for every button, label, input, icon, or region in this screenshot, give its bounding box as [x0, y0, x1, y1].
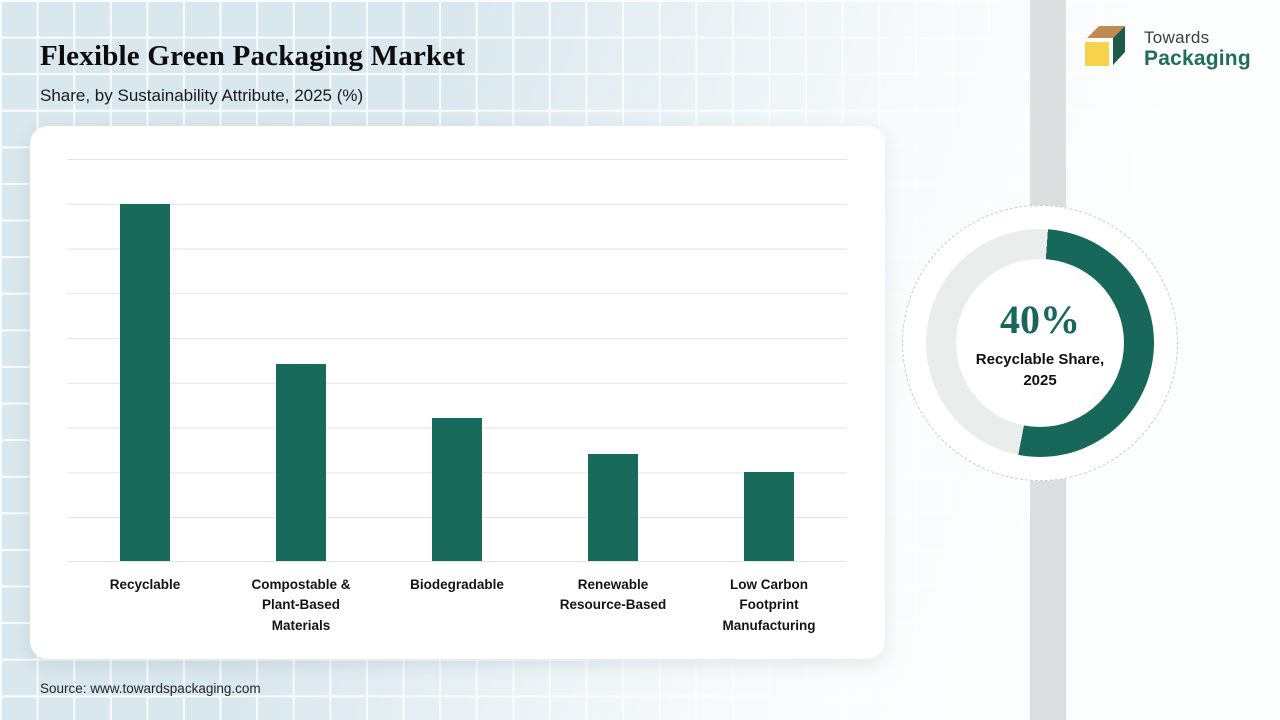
bar-label: Compostable & Plant-Based Materials [251, 577, 351, 633]
bar-label-column: Biodegradable [379, 575, 535, 636]
bar-label-column: Low Carbon Footprint Manufacturing [691, 575, 847, 636]
box-cube-icon [1082, 24, 1134, 75]
donut-gauge: 40% Recyclable Share, 2025 [902, 205, 1178, 481]
bar-label: Renewable Resource-Based [559, 577, 667, 613]
bar-column [67, 159, 223, 561]
brand-logo: Towards Packaging [1082, 24, 1251, 75]
donut-center: 40% Recyclable Share, 2025 [956, 259, 1124, 427]
donut-ring: 40% Recyclable Share, 2025 [926, 229, 1154, 457]
bar-label-column: Compostable & Plant-Based Materials [223, 575, 379, 636]
page-title: Flexible Green Packaging Market [40, 40, 466, 72]
bar [432, 418, 482, 561]
brand-name-top: Towards [1144, 27, 1210, 47]
bar-column [379, 159, 535, 561]
bar [588, 453, 638, 561]
bar-column [535, 159, 691, 561]
bar-label-column: Renewable Resource-Based [535, 575, 691, 636]
source-text: Source: www.towardspackaging.com [40, 681, 261, 696]
donut-value: 40% [1000, 296, 1080, 342]
bars-row [67, 159, 847, 561]
brand-wordmark: Towards Packaging [1144, 28, 1251, 72]
page-subtitle: Share, by Sustainability Attribute, 2025… [40, 86, 364, 105]
bar-label: Low Carbon Footprint Manufacturing [722, 577, 816, 633]
bar-label: Biodegradable [410, 577, 504, 592]
brand-name-bottom: Packaging [1144, 47, 1251, 71]
bar [744, 471, 794, 561]
header: Flexible Green Packaging Market Share, b… [40, 40, 465, 106]
bar-label: Recyclable [109, 577, 181, 592]
category-labels-row: Recyclable Compostable & Plant-Based Mate… [67, 575, 847, 636]
bar-chart-plot-area [67, 159, 847, 562]
bar-chart-card: Recyclable Compostable & Plant-Based Mate… [30, 126, 885, 659]
bar [276, 364, 326, 561]
bar-column [691, 159, 847, 561]
donut-caption: Recyclable Share, 2025 [975, 350, 1105, 389]
bar [120, 203, 170, 561]
bar-column [223, 159, 379, 561]
bar-label-column: Recyclable [67, 575, 223, 636]
